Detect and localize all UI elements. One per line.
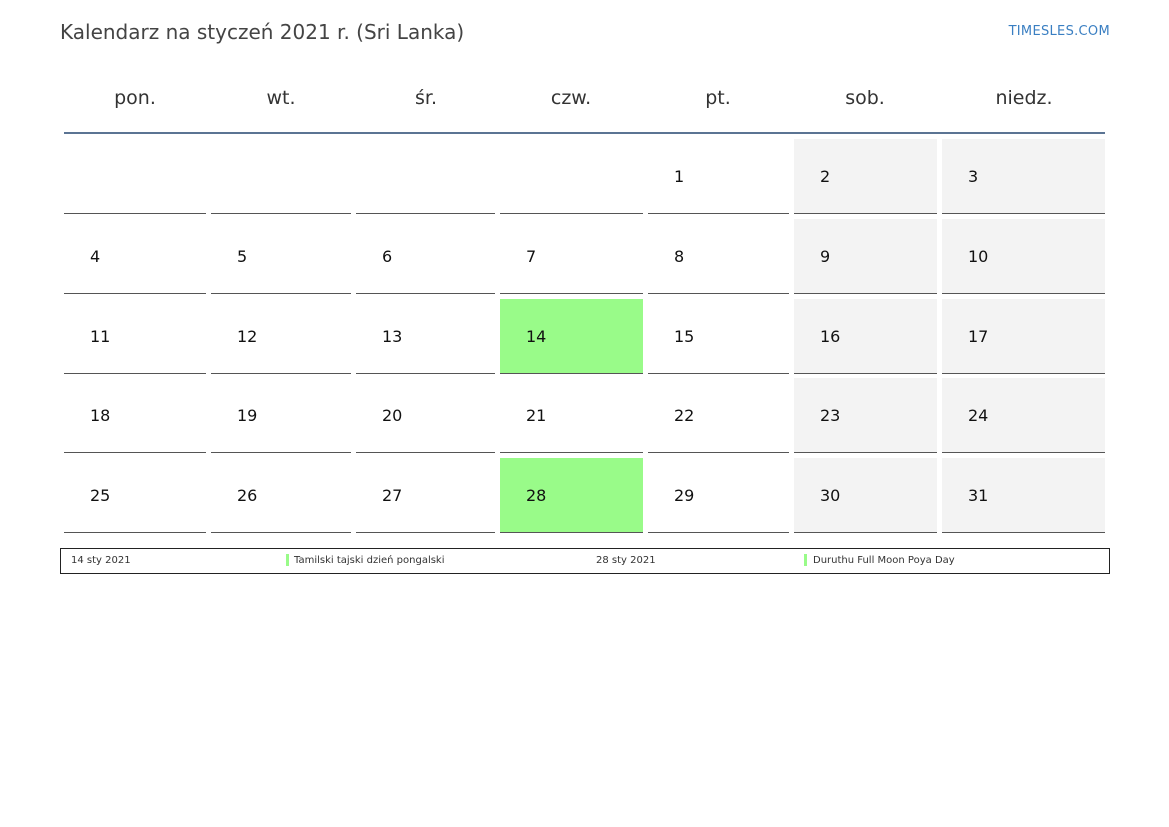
day-cell-21[interactable]: 21 bbox=[500, 378, 643, 454]
day-cell-10[interactable]: 10 bbox=[942, 218, 1105, 294]
day-cell-7[interactable]: 7 bbox=[500, 219, 643, 294]
day-number: 1 bbox=[674, 167, 685, 186]
day-number: 28 bbox=[526, 486, 547, 505]
page-title: Kalendarz na styczeń 2021 r. (Sri Lanka) bbox=[60, 20, 465, 44]
weekday-sat: sob. bbox=[845, 87, 885, 109]
day-cell-11[interactable]: 11 bbox=[64, 299, 206, 374]
day-number: 14 bbox=[526, 326, 547, 346]
day-cell-2[interactable]: 2 bbox=[794, 139, 937, 214]
empty-day-cell bbox=[211, 139, 351, 214]
day-number: 23 bbox=[820, 406, 841, 426]
day-number: 17 bbox=[968, 326, 989, 346]
day-number: 18 bbox=[90, 406, 111, 426]
empty-day-cell bbox=[500, 139, 643, 214]
legend-marker-2 bbox=[804, 554, 807, 566]
legend-marker-1 bbox=[286, 554, 289, 566]
day-number: 8 bbox=[674, 246, 685, 266]
day-number: 3 bbox=[968, 167, 979, 186]
day-number: 25 bbox=[90, 486, 111, 505]
day-cell-31[interactable]: 31 bbox=[942, 458, 1105, 533]
day-number: 16 bbox=[820, 326, 841, 346]
day-number: 11 bbox=[90, 326, 111, 346]
legend-date-1: 14 sty 2021 bbox=[71, 555, 131, 566]
day-number: 7 bbox=[526, 246, 537, 266]
weekday-sun: niedz. bbox=[995, 87, 1053, 109]
day-number: 12 bbox=[237, 326, 258, 346]
day-number: 20 bbox=[382, 406, 403, 426]
day-cell-20[interactable]: 20 bbox=[356, 378, 495, 454]
day-cell-4[interactable]: 4 bbox=[64, 219, 206, 294]
day-cell-27[interactable]: 27 bbox=[356, 458, 495, 533]
day-number: 2 bbox=[820, 167, 831, 186]
day-cell-6[interactable]: 6 bbox=[356, 219, 495, 294]
day-number: 6 bbox=[382, 246, 393, 266]
day-cell-30[interactable]: 30 bbox=[794, 458, 937, 533]
day-number: 5 bbox=[237, 246, 248, 266]
day-number: 31 bbox=[968, 486, 989, 505]
day-number: 30 bbox=[820, 486, 841, 505]
day-cell-26[interactable]: 26 bbox=[211, 458, 351, 533]
day-cell-15[interactable]: 15 bbox=[648, 299, 789, 374]
day-cell-17[interactable]: 17 bbox=[942, 298, 1105, 374]
day-cell-9[interactable]: 9 bbox=[794, 218, 937, 294]
day-cell-23[interactable]: 23 bbox=[794, 378, 937, 454]
day-cell-14[interactable]: 14 bbox=[500, 298, 643, 374]
weekday-header: pon. wt. śr. czw. pt. sob. niedz. bbox=[64, 80, 1105, 134]
day-number: 22 bbox=[674, 406, 695, 426]
day-number: 19 bbox=[237, 406, 258, 426]
day-cell-24[interactable]: 24 bbox=[942, 378, 1105, 454]
day-cell-12[interactable]: 12 bbox=[211, 299, 351, 374]
day-number: 15 bbox=[674, 326, 695, 346]
holiday-legend: 14 sty 2021 Tamilski tajski dzień pongal… bbox=[60, 548, 1110, 574]
day-cell-3[interactable]: 3 bbox=[942, 139, 1105, 214]
day-number: 10 bbox=[968, 246, 989, 266]
day-cell-5[interactable]: 5 bbox=[211, 219, 351, 294]
day-number: 21 bbox=[526, 406, 547, 426]
day-number: 26 bbox=[237, 486, 258, 505]
empty-day-cell bbox=[64, 139, 206, 214]
day-cell-19[interactable]: 19 bbox=[211, 378, 351, 454]
day-cell-16[interactable]: 16 bbox=[794, 298, 937, 374]
day-cell-18[interactable]: 18 bbox=[64, 378, 206, 454]
weekday-fri: pt. bbox=[705, 87, 731, 109]
legend-name-2: Duruthu Full Moon Poya Day bbox=[813, 555, 955, 566]
brand-link[interactable]: TIMESLES.COM bbox=[1008, 24, 1110, 39]
day-cell-29[interactable]: 29 bbox=[648, 458, 789, 533]
day-number: 29 bbox=[674, 486, 695, 505]
day-number: 13 bbox=[382, 326, 403, 346]
day-number: 9 bbox=[820, 246, 831, 266]
day-number: 27 bbox=[382, 486, 403, 505]
weekday-tue: wt. bbox=[266, 87, 296, 109]
weekday-wed: śr. bbox=[414, 87, 438, 109]
weekday-thu: czw. bbox=[550, 87, 592, 109]
day-cell-8[interactable]: 8 bbox=[648, 219, 789, 294]
legend-date-2: 28 sty 2021 bbox=[596, 555, 656, 566]
day-cell-25[interactable]: 25 bbox=[64, 458, 206, 533]
day-number: 4 bbox=[90, 246, 101, 266]
day-cell-13[interactable]: 13 bbox=[356, 299, 495, 374]
legend-name-1: Tamilski tajski dzień pongalski bbox=[294, 555, 445, 566]
day-cell-22[interactable]: 22 bbox=[648, 378, 789, 454]
day-number: 24 bbox=[968, 406, 989, 426]
empty-day-cell bbox=[356, 139, 495, 214]
day-cell-1[interactable]: 1 bbox=[648, 139, 789, 214]
weekday-mon: pon. bbox=[114, 87, 156, 109]
day-cell-28[interactable]: 28 bbox=[500, 458, 643, 533]
